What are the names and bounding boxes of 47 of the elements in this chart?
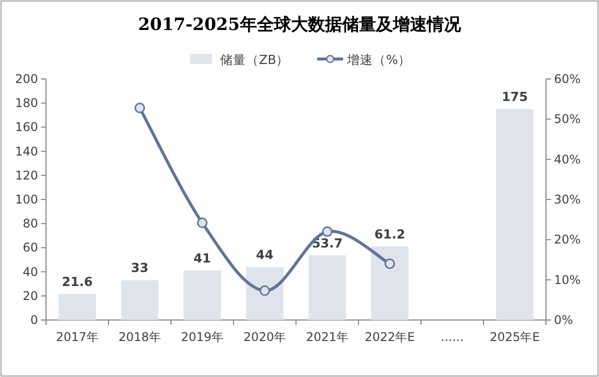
data-label: 41 [194, 250, 211, 266]
x-tick-label: 2020年 [243, 330, 286, 344]
bar [121, 280, 158, 320]
x-tick-label: 2019年 [180, 330, 224, 344]
y-tick-label: 40 [22, 264, 38, 279]
legend-label: 储量（ZB） [220, 52, 290, 67]
point [384, 258, 395, 270]
x-tick-label: 2017年 [56, 330, 99, 344]
y-tick-label: 120 [15, 168, 38, 182]
bar [496, 109, 534, 320]
data-label: 175 [502, 89, 528, 104]
y-tick-label: 140 [15, 144, 38, 158]
x-tick-label: ...... [440, 330, 464, 344]
x-tick-label: 2021年 [306, 330, 349, 344]
chart-title: 2017-2025年全球大数据储量及增速情况 [138, 15, 462, 35]
y2-tick-label: 30% [554, 192, 581, 206]
legend-label: 增速（%） [346, 52, 412, 67]
y-tick-label: 0 [30, 313, 38, 327]
bar [371, 246, 408, 320]
y-tick-label: 100 [15, 192, 38, 206]
data-label: 21.6 [62, 274, 93, 289]
bar [308, 255, 346, 320]
y-tick-label: 160 [15, 120, 38, 134]
bar [58, 294, 96, 320]
data-label: 33 [131, 260, 148, 276]
point [197, 218, 208, 228]
y2-tick-label: 60% [554, 72, 581, 86]
y-tick-label: 60 [22, 240, 38, 255]
data-label: 44 [256, 246, 274, 262]
bar [246, 266, 284, 320]
y-tick-label: 180 [15, 96, 38, 110]
data-label: 61.2 [374, 226, 406, 242]
x-tick-label: 2022年E [364, 330, 415, 344]
bar [184, 270, 221, 320]
y2-tick-label: 0% [554, 313, 574, 327]
point [260, 285, 270, 296]
x-tick-label: 2018年 [118, 330, 162, 344]
point [134, 102, 145, 114]
y-tick-label: 20 [22, 288, 38, 303]
y2-tick-label: 50% [554, 112, 581, 126]
y-tick-label: 80 [22, 216, 38, 231]
y2-tick-label: 40% [554, 152, 581, 166]
y2-tick-label: 10% [554, 272, 581, 287]
point [322, 226, 332, 237]
y2-tick-label: 20% [554, 232, 581, 247]
y-tick-label: 200 [15, 72, 38, 86]
x-tick-label: 2025年E [490, 330, 540, 344]
